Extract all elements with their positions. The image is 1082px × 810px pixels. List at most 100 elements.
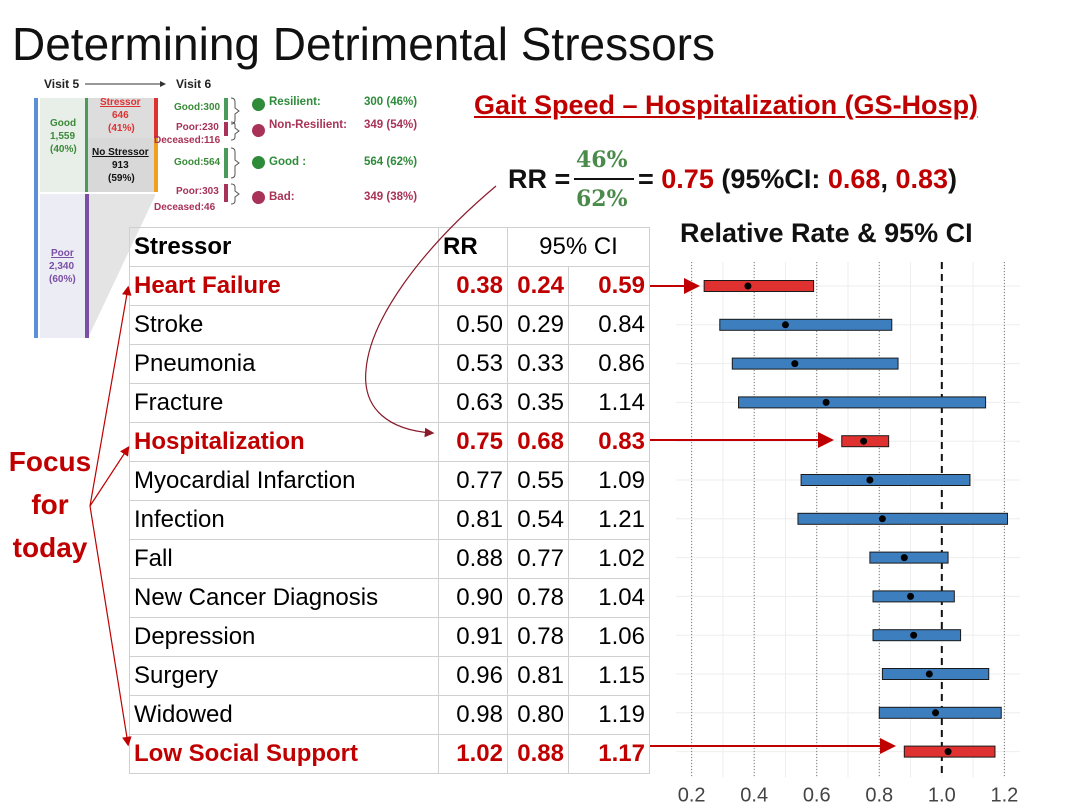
- poor-bar: [85, 194, 89, 338]
- ci-low-cell: 0.88: [508, 735, 569, 774]
- rr-cell: 0.53: [439, 345, 508, 384]
- formula-lhs: RR =: [508, 164, 570, 195]
- v6-good300-bar: [224, 98, 228, 120]
- formula-ci-open: (95%CI:: [714, 164, 828, 194]
- rr-point: [907, 593, 914, 600]
- table-row: Hospitalization 0.75 0.68 0.83: [130, 423, 650, 462]
- table-row: Heart Failure 0.38 0.24 0.59: [130, 267, 650, 306]
- table-row: Pneumonia 0.53 0.33 0.86: [130, 345, 650, 384]
- formula-eq: =: [638, 164, 661, 194]
- ci-high-cell: 1.09: [569, 462, 650, 501]
- rr-cell: 0.63: [439, 384, 508, 423]
- rr-point: [744, 283, 751, 290]
- ci-low-cell: 0.54: [508, 501, 569, 540]
- legend-dot-good: [252, 156, 265, 169]
- x-tick-label: 1.0: [928, 785, 956, 807]
- ci-low-cell: 0.24: [508, 267, 569, 306]
- stressor-n: 646: [112, 110, 129, 121]
- ci-high-cell: 0.86: [569, 345, 650, 384]
- ci-high-cell: 1.15: [569, 657, 650, 696]
- ci-high-cell: 1.04: [569, 579, 650, 618]
- deceased46-label: Deceased:46: [154, 202, 216, 213]
- legend-value-bad: 349 (38%): [364, 191, 417, 203]
- stressor-cell: Low Social Support: [130, 735, 439, 774]
- nostressor-pct: (59%): [108, 173, 135, 184]
- stressor-cell: Infection: [130, 501, 439, 540]
- formula-numerator: 46%: [576, 147, 628, 173]
- ci-low-cell: 0.77: [508, 540, 569, 579]
- good-pct: (40%): [50, 144, 77, 155]
- stressor-cell: Hospitalization: [130, 423, 439, 462]
- rr-point: [926, 671, 933, 678]
- ci-high-cell: 0.84: [569, 306, 650, 345]
- stressor-cell: Surgery: [130, 657, 439, 696]
- legend-dot-resilient: [252, 98, 265, 111]
- x-tick-label: 0.8: [865, 785, 893, 807]
- forest-plot: 0.2 0.4 0.6 0.8 1.0 1.2: [668, 252, 1028, 808]
- ci-high-cell: 1.21: [569, 501, 650, 540]
- rr-cell: 0.75: [439, 423, 508, 462]
- poor-name: Poor: [51, 248, 74, 259]
- header-ci: 95% CI: [508, 228, 650, 267]
- good-bar: [34, 98, 38, 338]
- ci-low-cell: 0.78: [508, 579, 569, 618]
- ci-bar: [704, 281, 813, 292]
- rr-point: [791, 360, 798, 367]
- table-row: Fall 0.88 0.77 1.02: [130, 540, 650, 579]
- stressor-cell: New Cancer Diagnosis: [130, 579, 439, 618]
- stressor-cell: Pneumonia: [130, 345, 439, 384]
- good-name: Good: [50, 118, 76, 129]
- poor-pct: (60%): [49, 274, 76, 285]
- legend-label-bad: Bad:: [269, 191, 295, 203]
- ci-high-cell: 1.02: [569, 540, 650, 579]
- table-row: New Cancer Diagnosis 0.90 0.78 1.04: [130, 579, 650, 618]
- stressor-name: Stressor: [100, 97, 141, 108]
- ci-high-cell: 0.83: [569, 423, 650, 462]
- table-body: Heart Failure 0.38 0.24 0.59 Stroke 0.50 0.29 0…: [130, 267, 650, 774]
- formula-hi: 0.83: [895, 164, 948, 194]
- fraction-bar: [574, 178, 634, 180]
- nostressor-name: No Stressor: [92, 147, 149, 158]
- formula-lo: 0.68: [828, 164, 881, 194]
- visit6-label: Visit 6: [176, 77, 211, 91]
- table-row: Fracture 0.63 0.35 1.14: [130, 384, 650, 423]
- ci-high-cell: 1.19: [569, 696, 650, 735]
- rr-cell: 0.81: [439, 501, 508, 540]
- page-title: Determining Detrimental Stressors: [12, 14, 715, 74]
- table-row: Infection 0.81 0.54 1.21: [130, 501, 650, 540]
- ci-bar: [870, 552, 948, 563]
- stressor-cell: Stroke: [130, 306, 439, 345]
- sankey-legend: Resilient: 300 (46%) Non-Resilient: 349 …: [252, 96, 432, 216]
- nostressor-n: 913: [112, 160, 129, 171]
- stressor-cell: Fracture: [130, 384, 439, 423]
- stressor-pct: (41%): [108, 123, 135, 134]
- rr-point: [901, 554, 908, 561]
- rr-cell: 0.98: [439, 696, 508, 735]
- table-header-row: Stressor RR 95% CI: [130, 228, 650, 267]
- table-row: Myocardial Infarction 0.77 0.55 1.09: [130, 462, 650, 501]
- rr-point: [860, 438, 867, 445]
- x-tick-label: 1.2: [990, 785, 1018, 807]
- legend-label-nonresilient: Non-Resilient:: [269, 119, 347, 131]
- good564-label: Good:564: [174, 157, 221, 168]
- rr-formula: RR = 46% 62% = 0.75 (95%CI: 0.68, 0.83): [508, 144, 1028, 214]
- v6-good564-bar: [224, 148, 228, 178]
- ci-bar: [882, 669, 988, 680]
- visit-arrow-head: [160, 81, 166, 87]
- stressor-cell: Heart Failure: [130, 267, 439, 306]
- v6-poor303-bar: [224, 184, 228, 202]
- formula-ci-close: ): [948, 164, 957, 194]
- ci-bar: [732, 358, 898, 369]
- stressor-cell: Fall: [130, 540, 439, 579]
- rr-cell: 0.50: [439, 306, 508, 345]
- rr-point: [910, 632, 917, 639]
- v6-poor230-bar: [224, 122, 228, 136]
- rr-cell: 1.02: [439, 735, 508, 774]
- ci-bar: [798, 513, 1008, 524]
- ci-bar: [801, 475, 970, 486]
- ci-low-cell: 0.33: [508, 345, 569, 384]
- rr-cell: 0.88: [439, 540, 508, 579]
- ci-low-cell: 0.78: [508, 618, 569, 657]
- table-row: Low Social Support 1.02 0.88 1.17: [130, 735, 650, 774]
- focus-note: Focus for today: [2, 440, 98, 569]
